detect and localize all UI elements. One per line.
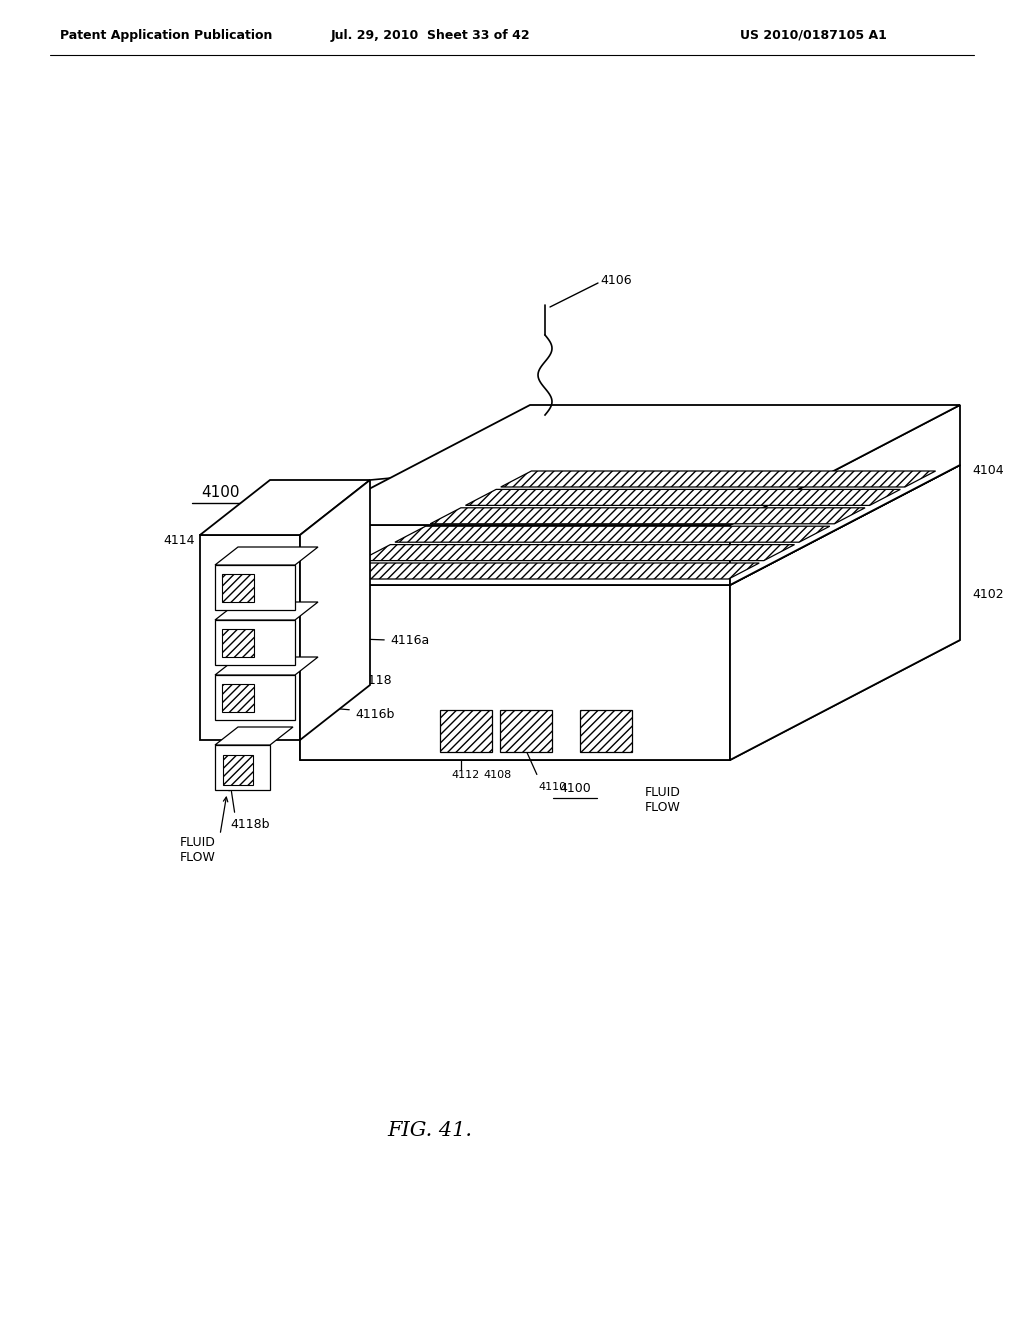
Text: 4108: 4108 bbox=[484, 770, 512, 780]
Text: 4104: 4104 bbox=[972, 463, 1004, 477]
Text: US 2010/0187105 A1: US 2010/0187105 A1 bbox=[740, 29, 887, 41]
Text: 4118b: 4118b bbox=[230, 818, 269, 832]
Polygon shape bbox=[300, 640, 961, 760]
Polygon shape bbox=[300, 465, 530, 760]
Polygon shape bbox=[300, 465, 961, 585]
Polygon shape bbox=[430, 508, 865, 524]
Polygon shape bbox=[300, 465, 961, 585]
Polygon shape bbox=[359, 545, 795, 561]
Polygon shape bbox=[300, 405, 961, 525]
Polygon shape bbox=[200, 535, 300, 741]
Polygon shape bbox=[215, 546, 318, 565]
Text: 4116a: 4116a bbox=[390, 634, 429, 647]
Polygon shape bbox=[215, 565, 295, 610]
Polygon shape bbox=[215, 727, 293, 744]
Polygon shape bbox=[466, 490, 900, 506]
Text: 4112: 4112 bbox=[452, 770, 480, 780]
Text: 4100: 4100 bbox=[559, 781, 591, 795]
Text: Jul. 29, 2010  Sheet 33 of 42: Jul. 29, 2010 Sheet 33 of 42 bbox=[330, 29, 529, 41]
Polygon shape bbox=[222, 684, 254, 711]
Text: 4114: 4114 bbox=[164, 533, 195, 546]
Polygon shape bbox=[222, 574, 254, 602]
Polygon shape bbox=[215, 744, 270, 789]
Polygon shape bbox=[215, 602, 318, 620]
Polygon shape bbox=[215, 620, 295, 665]
Polygon shape bbox=[300, 480, 370, 741]
Polygon shape bbox=[730, 405, 961, 585]
Text: FLUID
FLOW: FLUID FLOW bbox=[645, 785, 681, 814]
Polygon shape bbox=[215, 657, 318, 675]
Polygon shape bbox=[325, 564, 759, 579]
Text: 4116b: 4116b bbox=[355, 709, 394, 722]
Polygon shape bbox=[500, 710, 552, 752]
Text: 4106: 4106 bbox=[600, 273, 632, 286]
Polygon shape bbox=[440, 710, 492, 752]
Text: 4118: 4118 bbox=[360, 673, 391, 686]
Polygon shape bbox=[395, 527, 829, 543]
Polygon shape bbox=[730, 465, 961, 760]
Polygon shape bbox=[300, 525, 730, 585]
Polygon shape bbox=[580, 710, 632, 752]
Text: FLUID
FLOW: FLUID FLOW bbox=[180, 836, 216, 865]
Polygon shape bbox=[501, 471, 936, 487]
Polygon shape bbox=[222, 630, 254, 657]
Text: 4110: 4110 bbox=[538, 781, 566, 792]
Polygon shape bbox=[223, 755, 253, 785]
Polygon shape bbox=[300, 585, 730, 760]
Polygon shape bbox=[200, 480, 370, 535]
Text: 4100: 4100 bbox=[201, 484, 240, 500]
Text: 4102: 4102 bbox=[972, 589, 1004, 602]
Polygon shape bbox=[215, 675, 295, 719]
Text: FIG. 41.: FIG. 41. bbox=[387, 1121, 472, 1139]
Text: Patent Application Publication: Patent Application Publication bbox=[60, 29, 272, 41]
